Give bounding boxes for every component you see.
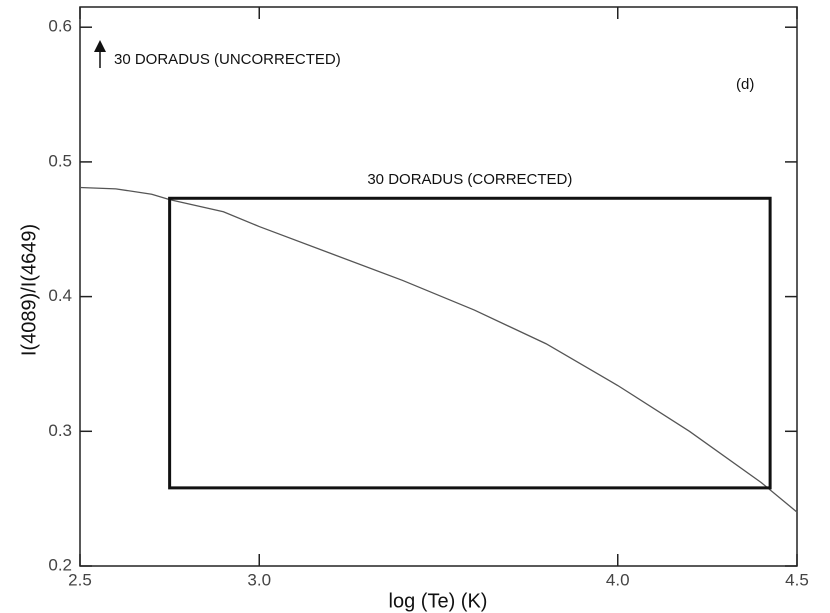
y-tick-label: 0.5: [48, 151, 72, 170]
y-tick-label: 0.6: [48, 17, 72, 36]
annotation: (d): [736, 76, 754, 93]
x-tick-label: 4.0: [606, 570, 630, 589]
line: [79, 186, 798, 513]
y-tick-label: 0.3: [48, 421, 72, 440]
annotation: 30 DORADUS (UNCORRECTED): [114, 51, 341, 68]
y-tick-label: 0.2: [48, 555, 72, 574]
box-label: 30 DORADUS (CORRECTED): [367, 171, 572, 188]
corrected-box: [168, 196, 772, 490]
x-axis-label: log (Te) (K): [389, 590, 488, 612]
y-axis-label: I(4089)/I(4649): [18, 224, 40, 356]
x-tick-label: 3.0: [247, 570, 271, 589]
x-tick-label: 4.5: [785, 570, 809, 589]
y-tick-label: 0.4: [48, 286, 72, 305]
plot-frame: [79, 6, 798, 567]
x-tick-label: 2.5: [68, 570, 92, 589]
